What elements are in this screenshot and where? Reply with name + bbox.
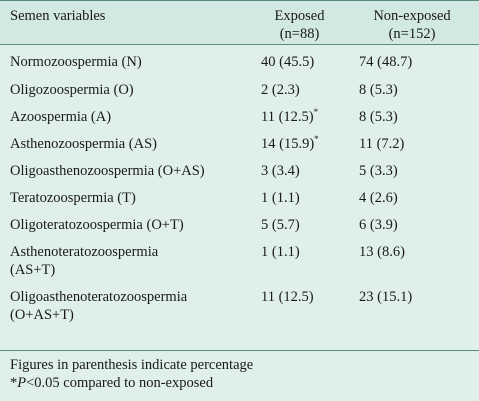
row-label: Oligoteratozoospermia (O+T)	[10, 216, 184, 233]
non-exposed-cell: 4 (2.6)	[359, 189, 398, 206]
table-header: Semen variables Exposed (n=88) Non-expos…	[0, 0, 479, 45]
footnote-significance: *P<0.05 compared to non-exposed	[10, 375, 214, 391]
non-exposed-cell: 23 (15.1)	[359, 288, 413, 305]
table-row: Oligozoospermia (O) 2 (2.3) 8 (5.3)	[0, 75, 479, 102]
non-exposed-cell: 6 (3.9)	[359, 216, 398, 233]
table-row: Asthenoteratozoospermia (AS+T) 1 (1.1) 13…	[0, 237, 479, 282]
non-exposed-cell: 5 (3.3)	[359, 162, 398, 179]
row-label: Oligoasthenozoospermia (O+AS)	[10, 162, 205, 179]
table-body: Normozoospermia (N) 40 (45.5) 74 (48.7) …	[0, 45, 479, 327]
exposed-cell: 3 (3.4)	[261, 162, 300, 179]
header-exposed: Exposed (n=88)	[254, 0, 345, 45]
table-row: Oligoteratozoospermia (O+T) 5 (5.7) 6 (3…	[0, 210, 479, 237]
row-label: Teratozoospermia (T)	[10, 189, 136, 206]
footnote-percentage: Figures in parenthesis indicate percenta…	[10, 357, 254, 373]
significance-mark: *	[313, 106, 319, 117]
row-label: Azoospermia (A)	[10, 108, 112, 125]
non-exposed-cell: 8 (5.3)	[359, 108, 398, 125]
table-row: Oligoasthenoteratozoospermia (O+AS+T) 11 …	[0, 282, 479, 327]
exposed-cell: 11 (12.5)	[261, 288, 314, 305]
significance-mark: *	[314, 133, 319, 144]
row-label: Oligozoospermia (O)	[10, 81, 134, 98]
exposed-cell: 14 (15.9)*	[261, 133, 319, 152]
non-exposed-cell: 13 (8.6)	[359, 243, 405, 260]
exposed-cell: 2 (2.3)	[261, 81, 300, 98]
exposed-cell: 11 (12.5)*	[261, 106, 319, 125]
semen-variables-table: Semen variables Exposed (n=88) Non-expos…	[0, 0, 479, 327]
non-exposed-cell: 11 (7.2)	[359, 135, 405, 152]
non-exposed-cell: 74 (48.7)	[359, 54, 413, 70]
table-row: Oligoasthenozoospermia (O+AS) 3 (3.4) 5 …	[0, 156, 479, 183]
table-footnotes: Figures in parenthesis indicate percenta…	[0, 350, 479, 401]
table-row: Azoospermia (A) 11 (12.5)* 8 (5.3)	[0, 102, 479, 129]
header-variable: Semen variables	[0, 0, 254, 45]
row-label: Asthenozoospermia (AS)	[10, 135, 157, 152]
row-label: Normozoospermia (N)	[10, 54, 142, 70]
table-row: Teratozoospermia (T) 1 (1.1) 4 (2.6)	[0, 183, 479, 210]
non-exposed-cell: 8 (5.3)	[359, 81, 398, 98]
exposed-cell: 40 (45.5)	[261, 54, 315, 70]
header-non-exposed: Non-exposed (n=152)	[345, 0, 479, 45]
table-row: Asthenozoospermia (AS) 14 (15.9)* 11 (7.…	[0, 129, 479, 156]
exposed-cell: 5 (5.7)	[261, 216, 300, 233]
exposed-cell: 1 (1.1)	[261, 189, 300, 206]
row-label: Oligoasthenoteratozoospermia (O+AS+T)	[10, 288, 188, 323]
exposed-cell: 1 (1.1)	[261, 243, 300, 260]
row-label: Asthenoteratozoospermia (AS+T)	[10, 243, 159, 278]
table-row: Normozoospermia (N) 40 (45.5) 74 (48.7)	[0, 45, 479, 75]
